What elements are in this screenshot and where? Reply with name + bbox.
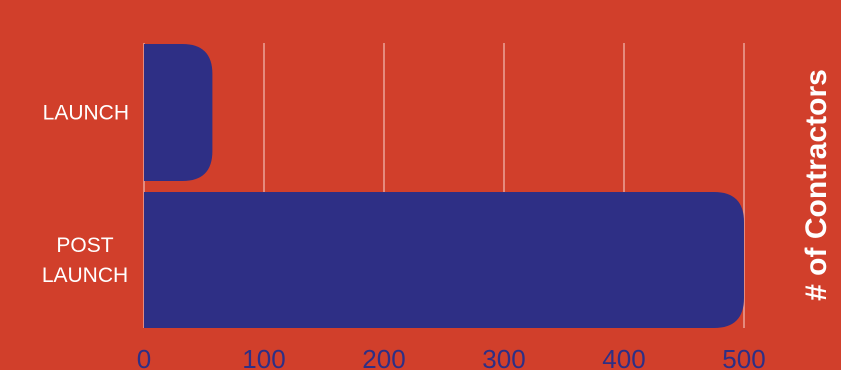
- tick-label-200: 200: [362, 344, 405, 370]
- axis-title: # of Contractors: [800, 69, 833, 301]
- category-labels: LAUNCH POST LAUNCH: [42, 102, 129, 288]
- category-label-launch: LAUNCH: [43, 102, 129, 125]
- tick-label-400: 400: [602, 344, 645, 370]
- category-label-line: LAUNCH: [42, 264, 128, 287]
- category-label-line: LAUNCH: [43, 102, 129, 125]
- bars: [144, 44, 744, 328]
- tick-label-100: 100: [242, 344, 285, 370]
- tick-label-500: 500: [722, 344, 765, 370]
- x-axis-tick-labels: 0 100 200 300 400 500: [137, 344, 766, 370]
- bar-post-launch: [144, 192, 744, 328]
- bar-launch: [144, 44, 213, 181]
- category-label-post-launch: POST LAUNCH: [42, 234, 128, 287]
- category-label-line: POST: [56, 234, 113, 257]
- tick-label-0: 0: [137, 344, 151, 370]
- tick-label-300: 300: [482, 344, 525, 370]
